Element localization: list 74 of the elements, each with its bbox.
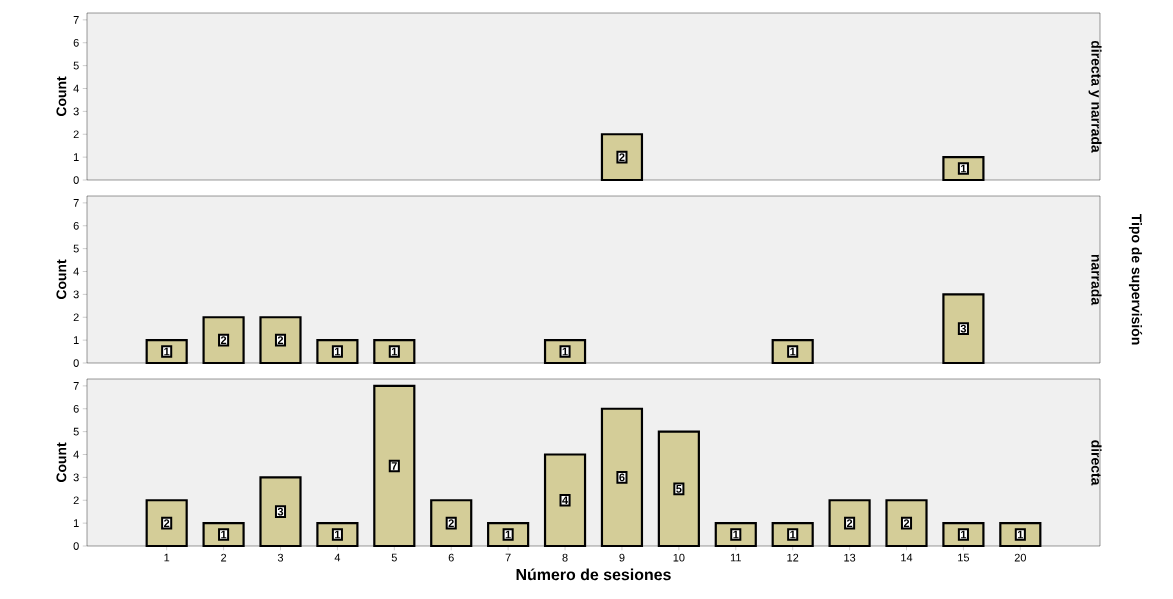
text: directa y narrada xyxy=(1088,40,1102,153)
x-tick-label: 12 xyxy=(787,553,799,562)
data-label: 2 xyxy=(277,336,284,344)
data-label: 1 xyxy=(164,347,170,356)
data-label: 1 xyxy=(790,347,796,356)
y-tick-label: 0 xyxy=(73,359,79,367)
y-tick-label: 5 xyxy=(73,61,79,70)
x-tick-label: 15 xyxy=(958,553,970,562)
data-label: 2 xyxy=(448,519,454,527)
data-label: 1 xyxy=(733,530,739,539)
y-tick-label: 6 xyxy=(73,404,79,413)
y-axis-title: Count xyxy=(56,442,67,483)
x-tick-label: 4 xyxy=(334,553,341,562)
x-tick-label: 6 xyxy=(448,553,454,562)
y-tick-label: 4 xyxy=(73,267,79,276)
data-label: 1 xyxy=(505,530,511,539)
data-label: 2 xyxy=(164,519,170,527)
data-label: 1 xyxy=(335,530,341,539)
data-label: 2 xyxy=(846,519,853,527)
y-tick-label: 4 xyxy=(73,450,79,459)
data-label: 1 xyxy=(335,347,341,356)
x-tick-label: 5 xyxy=(391,553,397,562)
data-label: 3 xyxy=(277,507,284,516)
x-tick-label: 20 xyxy=(1014,553,1026,562)
y-tick-label: 3 xyxy=(73,290,79,299)
x-tick-label: 13 xyxy=(844,553,856,562)
y-tick-label: 1 xyxy=(73,153,79,161)
x-tick-label: 7 xyxy=(505,553,511,562)
data-label: 1 xyxy=(221,530,227,539)
y-axis-title: Count xyxy=(56,259,67,300)
data-label: 5 xyxy=(676,485,682,493)
data-label: 4 xyxy=(562,496,569,505)
x-tick-label: 2 xyxy=(221,553,227,562)
text: directa xyxy=(1091,440,1102,486)
data-label: 1 xyxy=(961,164,967,173)
y-tick-label: 3 xyxy=(73,473,79,482)
y-tick-label: 2 xyxy=(73,130,79,139)
x-tick-label: 14 xyxy=(901,553,913,562)
x-tick-label: 1 xyxy=(164,553,170,562)
data-label: 1 xyxy=(961,530,967,539)
y-tick-label: 0 xyxy=(73,542,79,550)
x-tick-label: 3 xyxy=(277,553,284,562)
x-tick-label: 11 xyxy=(730,553,741,562)
y-tick-label: 4 xyxy=(73,84,79,93)
data-label: 1 xyxy=(391,347,398,356)
data-label: 1 xyxy=(562,347,568,356)
data-label: 2 xyxy=(903,519,910,527)
y-tick-label: 5 xyxy=(73,427,79,436)
x-tick-label: 8 xyxy=(562,553,568,562)
y-tick-label: 0 xyxy=(73,176,79,184)
data-label: 2 xyxy=(220,336,227,344)
y-tick-label: 2 xyxy=(73,313,79,322)
text: narrada xyxy=(1091,254,1102,306)
y-tick-label: 3 xyxy=(73,107,79,116)
y-axis-title: Count xyxy=(56,76,67,117)
y-tick-label: 6 xyxy=(73,38,79,47)
x-tick-label: 10 xyxy=(673,553,685,562)
data-label: 6 xyxy=(619,473,625,482)
data-label: 1 xyxy=(1017,530,1024,539)
y2-axis-title: Tipo de supervisión xyxy=(1128,213,1143,345)
x-tick-label: 9 xyxy=(619,553,625,562)
data-label: 2 xyxy=(619,153,625,161)
data-label: 7 xyxy=(391,462,397,470)
y-tick-label: 7 xyxy=(73,382,79,390)
y-tick-label: 7 xyxy=(73,199,79,207)
y-tick-label: 1 xyxy=(73,336,79,344)
y-tick-label: 1 xyxy=(73,519,79,527)
y-tick-label: 2 xyxy=(73,496,79,505)
x-axis-title: Número de sesiones xyxy=(516,568,671,581)
data-label: 1 xyxy=(790,530,796,539)
y-tick-label: 7 xyxy=(73,16,79,24)
y-tick-label: 6 xyxy=(73,221,79,230)
data-label: 3 xyxy=(960,324,967,333)
y-tick-label: 5 xyxy=(73,244,79,253)
